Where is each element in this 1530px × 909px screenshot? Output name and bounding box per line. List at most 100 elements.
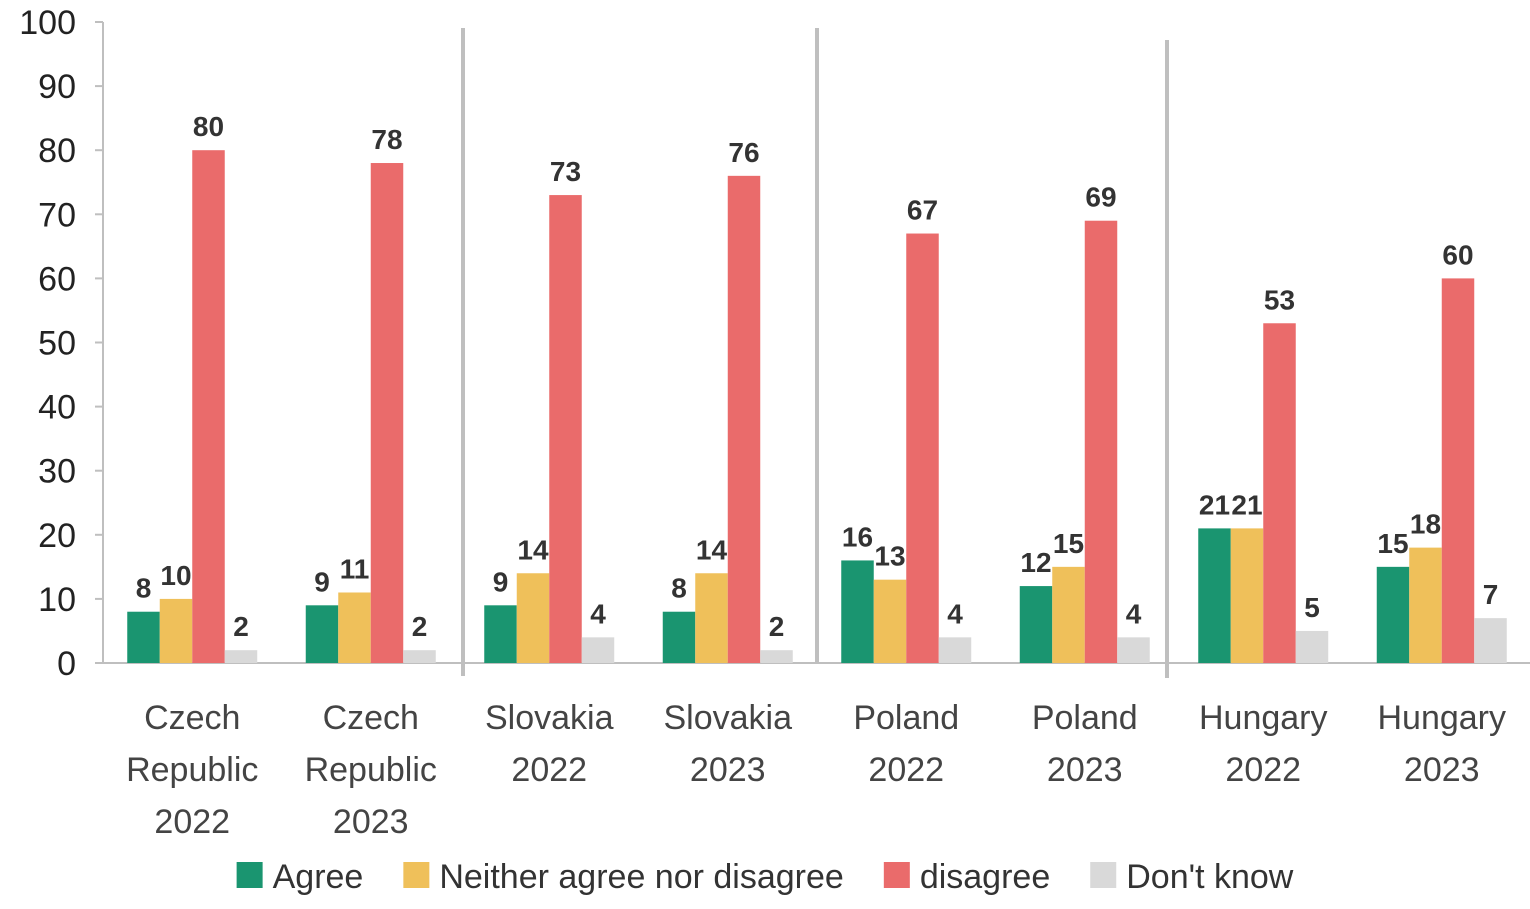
group-separators xyxy=(461,28,1169,678)
x-tick-label: Poland 2022 xyxy=(853,699,959,789)
legend: Agree Neither agree nor disagree disagree D… xyxy=(236,858,1294,896)
data-label: 4 xyxy=(947,598,963,629)
bar xyxy=(516,573,550,663)
y-tick-label: 30 xyxy=(38,453,76,491)
bar xyxy=(370,163,404,663)
legend-swatch xyxy=(403,862,430,888)
data-label: 14 xyxy=(517,534,549,565)
bar xyxy=(1052,566,1085,663)
data-label: 5 xyxy=(1304,592,1320,623)
data-label: 12 xyxy=(1020,547,1051,578)
data-label: 11 xyxy=(340,553,370,584)
data-label: 16 xyxy=(842,521,873,552)
bar xyxy=(1230,528,1264,663)
bar xyxy=(192,150,225,663)
bar xyxy=(1019,586,1053,663)
legend-label: disagree xyxy=(920,858,1050,896)
y-tick-label: 100 xyxy=(19,4,76,42)
bar xyxy=(549,195,582,663)
bar xyxy=(1295,630,1329,663)
bar xyxy=(224,650,258,663)
bar xyxy=(1474,618,1507,663)
data-label: 13 xyxy=(874,541,905,572)
bar xyxy=(695,573,728,663)
legend-swatch xyxy=(883,862,910,888)
y-tick-label: 60 xyxy=(38,260,76,298)
bars xyxy=(127,150,1507,663)
y-axis: 0 10 20 30 40 50 60 70 80 90 100 xyxy=(19,4,1530,683)
y-tick-label: 20 xyxy=(38,517,76,555)
x-tick-label: Czech Republic 2022 xyxy=(126,699,258,841)
data-label: 76 xyxy=(728,137,759,168)
data-label: 53 xyxy=(1264,284,1295,315)
x-tick-label: Slovakia 2023 xyxy=(663,699,792,789)
data-label: 2 xyxy=(412,611,428,642)
bar xyxy=(841,560,874,663)
bar xyxy=(305,605,339,663)
bar xyxy=(1117,637,1150,663)
bar xyxy=(938,637,972,663)
data-label: 4 xyxy=(1126,598,1142,629)
legend-item: Don't know xyxy=(1090,858,1294,896)
y-tick-label: 0 xyxy=(57,645,76,683)
data-label: 10 xyxy=(160,560,191,591)
x-tick-label: Slovakia 2022 xyxy=(485,699,614,789)
bar xyxy=(760,650,793,663)
bar xyxy=(338,592,371,663)
data-label: 8 xyxy=(136,573,152,604)
x-axis-labels: Czech Republic 2022 Czech Republic 2023 Slovak… xyxy=(126,699,1506,841)
bar xyxy=(906,233,939,663)
bar xyxy=(484,605,517,663)
bar xyxy=(1198,528,1231,663)
data-label: 78 xyxy=(371,124,402,155)
data-label: 21 xyxy=(1231,489,1262,520)
bar xyxy=(1084,220,1118,663)
data-label: 14 xyxy=(696,534,728,565)
data-label: 7 xyxy=(1483,579,1499,610)
data-label: 4 xyxy=(590,598,606,629)
bar xyxy=(1376,566,1410,663)
bar xyxy=(662,611,696,663)
data-label: 2 xyxy=(769,611,785,642)
legend-label: Agree xyxy=(273,858,364,896)
data-label: 9 xyxy=(314,566,330,597)
legend-item: disagree xyxy=(883,858,1050,896)
y-tick-label: 80 xyxy=(38,132,76,170)
legend-swatch xyxy=(236,862,263,888)
data-label: 18 xyxy=(1410,509,1441,540)
legend-swatch xyxy=(1090,862,1117,888)
y-tick-label: 40 xyxy=(38,389,76,427)
x-tick-label: Czech Republic 2023 xyxy=(305,699,437,841)
y-tick-label: 70 xyxy=(38,196,76,234)
bar xyxy=(1263,323,1296,663)
legend-label: Don't know xyxy=(1126,858,1294,896)
bar xyxy=(403,650,436,663)
legend-item: Agree xyxy=(236,858,364,896)
bar xyxy=(127,611,160,663)
data-label: 2 xyxy=(233,611,249,642)
bar xyxy=(581,637,615,663)
x-tick-label: Hungary 2022 xyxy=(1199,699,1328,789)
data-label: 60 xyxy=(1442,239,1473,270)
x-tick-label: Hungary 2023 xyxy=(1377,699,1506,789)
bar xyxy=(1409,547,1442,663)
bar xyxy=(873,579,907,663)
data-label: 15 xyxy=(1377,528,1408,559)
data-label: 15 xyxy=(1053,528,1084,559)
data-label: 8 xyxy=(671,573,687,604)
y-tick-label: 90 xyxy=(38,68,76,106)
data-label: 73 xyxy=(550,156,581,187)
data-label: 21 xyxy=(1199,489,1230,520)
data-label: 80 xyxy=(193,111,224,142)
data-label: 9 xyxy=(493,566,509,597)
bar xyxy=(727,175,761,663)
y-tick-label: 10 xyxy=(38,581,76,619)
data-label: 67 xyxy=(907,195,938,226)
bar xyxy=(1441,278,1475,663)
bar xyxy=(159,598,193,663)
x-tick-label: Poland 2023 xyxy=(1032,699,1138,789)
y-tick-label: 50 xyxy=(38,325,76,363)
legend-item: Neither agree nor disagree xyxy=(403,858,844,896)
